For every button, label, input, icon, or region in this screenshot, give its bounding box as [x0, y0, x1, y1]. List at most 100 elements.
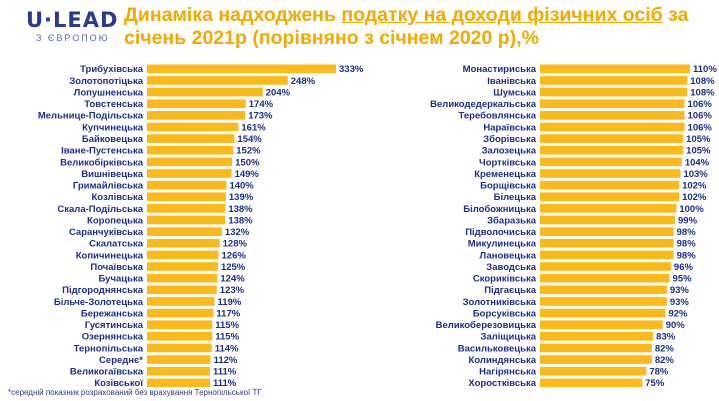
bar	[540, 157, 682, 167]
category-label: Теребовлянська	[459, 111, 537, 122]
bar	[540, 64, 690, 74]
value-label: 98%	[677, 250, 697, 261]
bar	[147, 99, 246, 109]
category-label: Великоберезовицька	[436, 320, 537, 331]
category-label: Микулинецька	[468, 239, 537, 250]
logo: U·LEAD З ЄВРОПОЮ	[26, 8, 119, 43]
value-label: 82%	[655, 343, 675, 354]
bar	[147, 204, 226, 213]
category-label: Великодедеркальська	[430, 99, 537, 110]
value-label: 152%	[236, 146, 261, 157]
bar	[540, 122, 685, 132]
value-label: 100%	[679, 204, 704, 215]
bar	[147, 157, 233, 167]
bar	[540, 238, 674, 248]
value-label: 108%	[690, 76, 715, 87]
logo-wordmark: U·LEAD	[26, 8, 119, 32]
bar	[540, 355, 652, 364]
right-bar-chart: Монастириська 110% Іванівська 108% Шумська 10…	[430, 64, 717, 389]
value-label: 138%	[228, 215, 253, 226]
bar	[540, 227, 674, 236]
bar	[147, 273, 218, 283]
bar	[147, 76, 288, 85]
value-label: 83%	[656, 332, 676, 343]
bar	[540, 111, 685, 120]
value-label: 99%	[678, 215, 698, 226]
value-label: 139%	[229, 192, 254, 203]
value-label: 104%	[685, 157, 710, 168]
bar	[147, 192, 226, 202]
category-label: Великобірківська	[60, 157, 144, 168]
category-label: Білецька	[494, 192, 537, 203]
category-label: Товстенська	[84, 99, 143, 110]
category-label: Хоростківська	[468, 378, 536, 389]
category-label: Золотниківська	[463, 297, 537, 308]
value-label: 106%	[688, 111, 713, 122]
value-label: 111%	[213, 367, 237, 378]
value-label: 126%	[222, 250, 247, 261]
value-label: 125%	[221, 262, 246, 273]
value-label: 105%	[686, 134, 711, 145]
bar	[147, 285, 217, 295]
value-label: 105%	[686, 146, 711, 157]
bar	[540, 297, 667, 306]
bar	[147, 227, 222, 236]
category-label: Зборівська	[483, 134, 537, 145]
value-label: 98%	[677, 227, 697, 238]
category-label: Гусятинська	[85, 320, 144, 331]
bar	[147, 87, 263, 97]
bar	[540, 332, 654, 341]
bar	[147, 308, 214, 318]
bar	[147, 297, 215, 306]
bar	[147, 238, 220, 248]
category-label: Кременецька	[474, 169, 537, 180]
bar	[147, 378, 210, 388]
value-label: 115%	[215, 320, 239, 331]
value-label: 110%	[693, 64, 717, 75]
value-label: 124%	[220, 274, 245, 285]
bar	[540, 308, 666, 318]
category-label: Козлівська	[91, 192, 143, 203]
value-label: 75%	[645, 378, 665, 389]
category-label: Підгороднянська	[62, 285, 144, 296]
value-label: 102%	[682, 192, 707, 203]
category-label: Колиндянська	[469, 355, 537, 366]
bar	[540, 76, 688, 85]
bar	[540, 215, 675, 225]
bar	[147, 320, 213, 329]
bar	[147, 134, 235, 143]
value-label: 93%	[670, 297, 690, 308]
category-label: Трибухівська	[80, 64, 144, 75]
bar	[540, 366, 647, 376]
value-label: 138%	[228, 204, 253, 215]
category-label: Підгаєцька	[484, 285, 536, 296]
title-part-2: за січень 2021р (порівняно з січнем 2020…	[124, 4, 689, 49]
value-label: 154%	[237, 134, 262, 145]
category-label: Скориківська	[473, 274, 537, 285]
category-label: Байковецька	[82, 134, 144, 145]
bar	[540, 134, 684, 143]
bar	[147, 215, 226, 225]
category-label: Мельнице-Подільська	[38, 111, 144, 122]
bar	[147, 262, 218, 271]
bar	[147, 145, 234, 155]
page-title: Динаміка надходжень податку на доходи фі…	[124, 4, 714, 50]
value-label: 248%	[291, 76, 316, 87]
category-label: Борщівська	[480, 181, 537, 192]
category-label: Великогаївська	[70, 367, 144, 378]
value-label: 92%	[668, 308, 688, 319]
category-label: Більче-Золотецька	[54, 297, 144, 308]
bar	[540, 99, 685, 109]
value-label: 128%	[223, 239, 248, 250]
category-label: Коропецька	[87, 215, 144, 226]
value-label: 111%	[213, 378, 237, 389]
value-label: 112%	[214, 355, 238, 366]
value-label: 140%	[229, 181, 254, 192]
value-label: 115%	[215, 332, 239, 343]
category-label: Саранчуківська	[69, 227, 144, 238]
category-label: Бучацька	[98, 274, 143, 285]
bar	[540, 145, 684, 155]
bar	[540, 320, 663, 329]
title-link[interactable]: податку на доходи фізичних осіб	[341, 4, 663, 26]
value-label: 106%	[688, 122, 713, 133]
